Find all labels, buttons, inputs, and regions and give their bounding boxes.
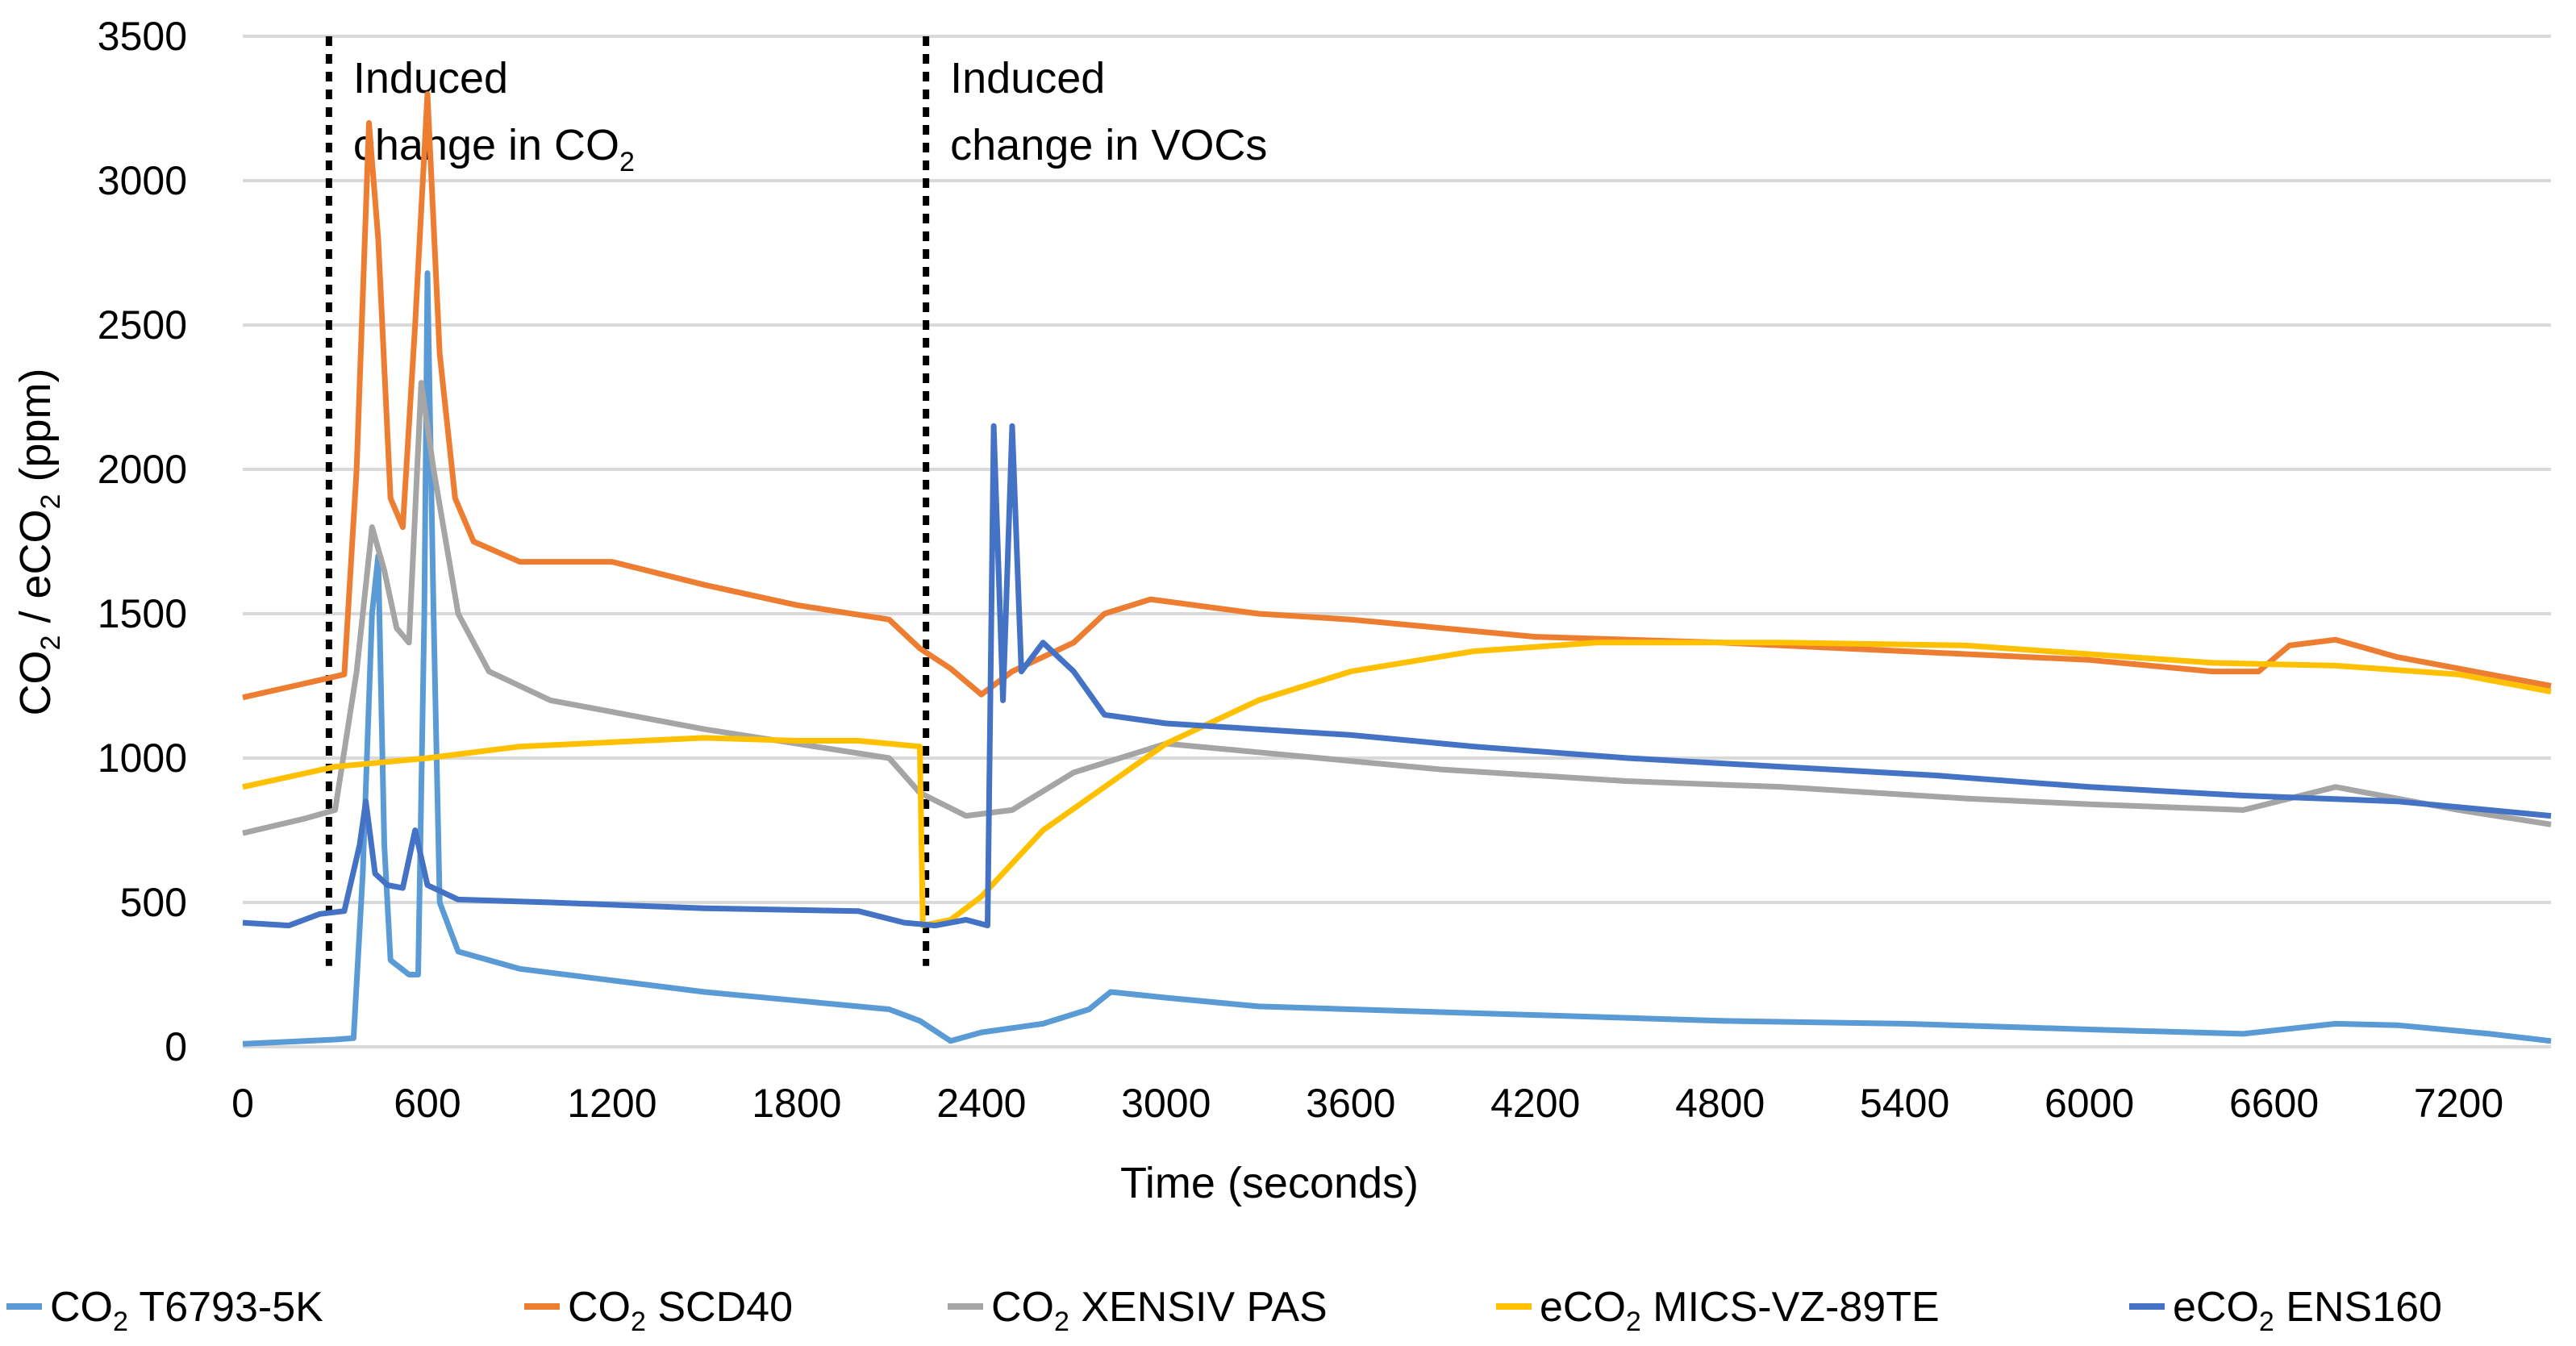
x-tick-label: 600	[394, 1081, 461, 1126]
legend-item: CO2 XENSIV PAS	[948, 1284, 1328, 1337]
x-tick-label: 4800	[1675, 1081, 1765, 1126]
annotation-line2: change in CO2	[353, 121, 635, 177]
legend: CO2 T6793-5K CO2 SCD40 CO2 XENSIV PAS eCO2 …	[6, 1284, 2442, 1337]
legend-item: eCO2 MICS-VZ-89TE	[1496, 1284, 1940, 1337]
x-tick-label: 6000	[2045, 1081, 2134, 1126]
x-tick-label: 5400	[1860, 1081, 1949, 1126]
x-axis-title: Time (seconds)	[1120, 1159, 1419, 1207]
y-tick-label: 0	[165, 1024, 187, 1069]
y-tick-label: 2500	[98, 302, 187, 348]
gridlines	[243, 35, 2551, 1048]
legend-item: CO2 T6793-5K	[6, 1284, 323, 1337]
series-lines	[242, 91, 2552, 1047]
series-line-co2-t6793-5k	[242, 270, 2552, 1047]
annotation-line2: change in VOCs	[950, 121, 1267, 169]
legend-label: CO2 T6793-5K	[50, 1284, 323, 1337]
legend-label: eCO2 ENS160	[2173, 1284, 2442, 1337]
x-tick-label: 4200	[1490, 1081, 1580, 1126]
y-tick-label: 3000	[98, 158, 187, 203]
annotations: Induced change in CO2 Induced change in VOC…	[325, 36, 1267, 966]
x-tick-label: 3000	[1121, 1081, 1211, 1126]
legend-label: eCO2 MICS-VZ-89TE	[1540, 1284, 1940, 1337]
x-tick-label: 7200	[2414, 1081, 2503, 1126]
x-tick-label: 0	[231, 1081, 254, 1126]
series-line-co2-xensiv-pas	[242, 380, 2552, 836]
annotation-line1: Induced	[353, 54, 508, 102]
x-tick-label: 2400	[936, 1081, 1026, 1126]
y-axis-title: CO2 / eCO2 (ppm)	[11, 369, 66, 716]
legend-item: CO2 SCD40	[524, 1284, 793, 1337]
series-line-eco2-ens160	[242, 423, 2552, 929]
y-tick-label: 500	[120, 880, 187, 925]
x-tick-label: 1200	[567, 1081, 657, 1126]
x-tick-label: 3600	[1306, 1081, 1395, 1126]
y-tick-label: 3500	[98, 14, 187, 59]
x-tick-label: 1800	[752, 1081, 841, 1126]
legend-label: CO2 XENSIV PAS	[991, 1284, 1328, 1337]
x-tick-labels: 0 600 1200 1800 2400 3000 3600 4200 4800 5400 6000…	[231, 1081, 2503, 1126]
y-tick-label: 1000	[98, 736, 187, 781]
y-tick-label: 2000	[98, 447, 187, 492]
annotation-line1: Induced	[950, 54, 1105, 102]
y-tick-label: 1500	[98, 591, 187, 636]
y-tick-labels: 0 500 1000 1500 2000 2500 3000 3500	[98, 14, 187, 1069]
series-line-eco2-mics-vz-89te	[242, 640, 2552, 929]
legend-label: CO2 SCD40	[568, 1284, 793, 1337]
legend-item: eCO2 ENS160	[2129, 1284, 2442, 1337]
x-tick-label: 6600	[2229, 1081, 2319, 1126]
series-line-co2-scd40	[242, 91, 2552, 701]
